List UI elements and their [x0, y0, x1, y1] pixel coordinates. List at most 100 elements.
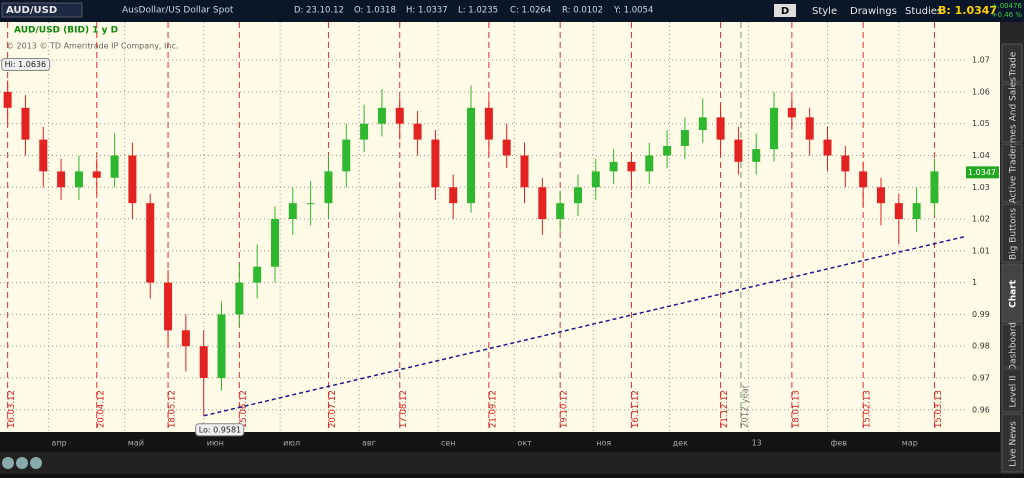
x-tick-label: июн [207, 439, 224, 448]
event-label: 21.09.12 [488, 390, 498, 428]
quote-high: H: 1.0337 [406, 6, 448, 16]
y-tick-label: 0.98 [972, 342, 990, 351]
event-label: 15.06.12 [239, 390, 249, 428]
aggregation: D [781, 6, 789, 17]
event-label: 18.05.12 [168, 390, 178, 428]
drawings-button[interactable]: Drawings [850, 6, 897, 17]
x-tick-label: апр [51, 439, 66, 448]
y-tick-label: 1.01 [972, 246, 990, 255]
sidebar-tab[interactable] [1001, 368, 1023, 413]
sidebar-tab[interactable] [1001, 43, 1023, 83]
copyright: © 2013 © TD Ameritrade IP Company, Inc. [6, 42, 178, 51]
candle-body [253, 266, 262, 283]
candle-body [3, 91, 12, 108]
x-tick-label: авг [362, 439, 376, 448]
x-tick-label: дек [673, 439, 688, 448]
aggregation-button[interactable] [774, 4, 796, 17]
candle-body [92, 171, 101, 178]
y-tick-label: 1.06 [972, 87, 990, 96]
toolbar [0, 0, 1024, 22]
candle-body [752, 149, 761, 162]
candle-body [876, 187, 885, 204]
zoom-icon[interactable] [2, 457, 14, 469]
quote-header: D: 23.10.12 O: 1.0318 H: 1.0337 L: 1.0235 C:… [294, 6, 653, 16]
candle-body [663, 145, 672, 156]
zoom-icon[interactable] [16, 457, 28, 469]
sidebar-tab[interactable] [1001, 263, 1023, 323]
candle-body [21, 107, 30, 140]
lo-label: Lo: 0.9581 [199, 425, 241, 434]
candle-body [627, 161, 636, 172]
candle-body [609, 161, 618, 172]
y-tick-label: 1.02 [972, 215, 990, 224]
y-tick-label: 0.97 [972, 373, 990, 382]
x-tick-label: мар [902, 439, 918, 448]
candle-body [591, 171, 600, 188]
candle-body [556, 203, 565, 220]
quote-low: L: 1.0235 [458, 6, 498, 16]
symbol: AUD/USD [6, 5, 57, 16]
candle-body [734, 139, 743, 162]
last-price-label: 1.0347 [968, 168, 996, 177]
candle-body [235, 282, 244, 315]
plot: 0.96 0.97 0.98 0.99 1 1.01 1.02 1.03 1.04 1.05 1.0… [0, 22, 999, 448]
quote-close: C: 1.0264 [510, 6, 551, 16]
symbol-box[interactable] [1, 2, 83, 18]
y-tick-label: 1.05 [972, 119, 990, 128]
sidebar-tab[interactable] [1001, 203, 1023, 263]
candle-body [449, 187, 458, 204]
event-label: 17.08.12 [399, 390, 409, 428]
candle-body [841, 155, 850, 172]
event-label: 16.03.12 [7, 390, 17, 428]
candle-body [787, 107, 796, 118]
studies-button[interactable]: Studies [905, 6, 942, 17]
event-label: 19.10.12 [560, 390, 570, 428]
sidebar-tab[interactable] [1001, 143, 1023, 203]
pan-icon[interactable] [30, 457, 42, 469]
chart-area [0, 22, 1000, 432]
sidebar-tab-label: Big Buttons [1009, 208, 1019, 260]
event-label: 18.01.13 [791, 390, 801, 428]
x-tick-label: окт [517, 439, 532, 448]
candle-body [377, 107, 386, 124]
candle-body [770, 107, 779, 150]
candle-body [360, 123, 369, 140]
change: +.00476 [992, 2, 1023, 10]
candle-body [74, 171, 83, 188]
candle-body [859, 171, 868, 188]
candle-body [823, 139, 832, 156]
candle-body [164, 282, 173, 331]
candle-body [413, 123, 422, 140]
quote-date: D: 23.10.12 [294, 6, 344, 16]
event-label: 16.11.12 [631, 390, 641, 428]
candle-body [342, 139, 351, 172]
sidebar-tab[interactable] [1001, 323, 1023, 368]
candle-body [520, 155, 529, 188]
candle-body [324, 171, 333, 204]
sidebar-tab[interactable] [1001, 83, 1023, 143]
candle-body [217, 314, 226, 378]
event-label: 21.12.12 [720, 390, 730, 428]
y-tick-label: 1.04 [972, 151, 990, 160]
y-tick-label: 1.03 [972, 183, 990, 192]
x-tick-label: июл [283, 439, 300, 448]
style-button[interactable]: Style [812, 6, 837, 17]
candle-body [894, 203, 903, 220]
sidebar-tab-label: Level II [1009, 376, 1019, 408]
lo-label-box [195, 423, 245, 437]
bid: B: 1.0347 [938, 4, 997, 17]
x-tick-label: май [128, 439, 144, 448]
candle-body [395, 107, 404, 124]
candle-body [805, 117, 814, 140]
candle-body [306, 203, 315, 205]
candle-body [39, 139, 48, 172]
candle-body [181, 330, 190, 347]
sidebar-tab[interactable] [1001, 413, 1023, 473]
candle-body [538, 187, 547, 220]
candle-body [502, 139, 511, 156]
candle-body [680, 130, 689, 146]
candle-body [645, 155, 654, 172]
sidebar-tab-label: Trade [1009, 51, 1019, 77]
trendline [203, 235, 966, 417]
candle-body [484, 107, 493, 140]
